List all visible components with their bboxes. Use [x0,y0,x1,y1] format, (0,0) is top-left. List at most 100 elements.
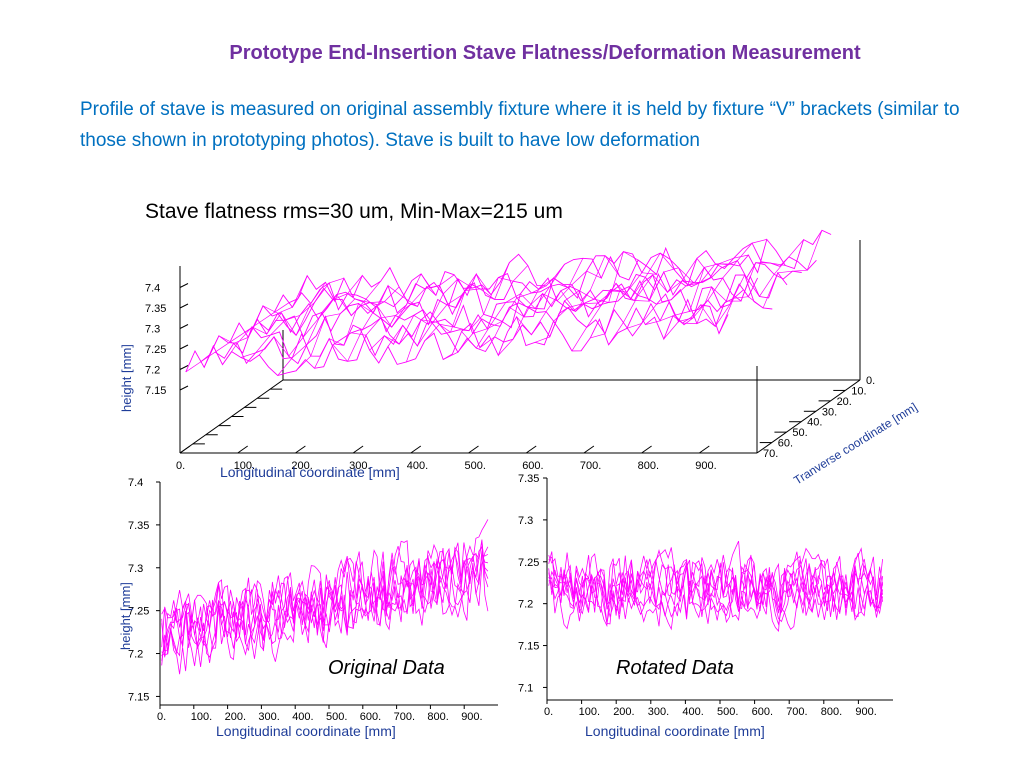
y-tick-label: 7.3 [518,515,533,527]
surface-z-tick [179,324,189,329]
surface-mesh-line [222,282,326,365]
surface-mesh-line [626,263,731,329]
surface-y-tick-label: 60. [778,438,793,450]
y-tick-label: 7.1 [518,682,533,694]
x-tick-label: 300. [258,711,279,723]
surface-x-tick-label: 400. [407,460,428,472]
rotated-data-caption: Rotated Data [614,657,736,680]
x-tick-label: 0. [157,711,166,723]
surface-mesh-line [443,285,547,360]
y-tick-label: 7.15 [128,691,149,703]
surface-x-tick-label: 0. [176,460,185,472]
x-tick-label: 400. [682,706,703,718]
data-trace [161,546,489,667]
y-tick-label: 7.35 [518,473,539,485]
data-trace [161,519,489,649]
surface-x-tick-label: 300. [349,460,370,472]
surface-zlabel: height [mm] [119,344,134,412]
y-tick-label: 7.2 [128,649,143,661]
data-trace [161,546,489,661]
surface-mesh-line [314,285,418,369]
y-axis-line [756,379,861,454]
surface-mesh-line [387,273,492,347]
surface-z-tick [179,283,189,288]
x-tick-label: 100. [191,711,212,723]
original-data-traces [161,519,489,675]
surface-mesh-line [203,275,308,368]
x-tick-label: 800. [427,711,448,723]
surface-y-tick-label: 70. [763,448,778,460]
surface-x-tick [410,445,422,454]
slide-body-text: Profile of stave is measured on original… [80,99,960,151]
y-tick-label: 7.35 [128,520,149,532]
surface-mesh-line [461,264,565,349]
x-tick-label: 500. [326,711,347,723]
original-data-axes: 7.15 7.2 7.25 7.3 7.35 7.4 0. 100. 200. 300. 400. 5… [128,477,498,723]
surface-x-tick [237,445,248,454]
x-tick-label: 200. [225,711,246,723]
x-tick-label: 700. [786,706,807,718]
surface-x-tick-label: 900. [695,460,716,472]
surface-trace [273,242,817,313]
surface-x-tick [352,445,364,454]
surface-mesh-line [516,254,620,336]
surface-traces [185,229,832,377]
x-tick-label: 0. [544,706,553,718]
data-trace [161,539,489,657]
surface-grid-ticks [179,283,860,454]
surface-x-tick [525,445,537,454]
surface-mesh-line [718,230,823,334]
surface-x-tick [699,445,710,454]
data-trace [161,541,489,657]
surface-mesh-line [498,270,602,356]
rotated-data-chart: 7.1 7.15 7.2 7.25 7.3 7.35 0. 100. 200. 300. 400. 5… [518,473,893,739]
surface-z-tick-label: 7.2 [145,365,160,377]
surface-mesh-line [240,277,345,358]
surface-x-tick-label: 600. [522,460,543,472]
surface-z-tick-label: 7.15 [145,385,166,397]
rotated-data-traces [548,540,883,632]
surface-x-tick [179,445,191,454]
data-trace [548,547,883,614]
surface-chart-title: Stave flatness rms=30 um, Min-Max=215 um [145,200,563,223]
surface-z-tick-label: 7.35 [145,303,166,315]
surface-x-tick-label: 500. [465,460,486,472]
surface-mesh-line [553,272,657,322]
surface-mesh-line [645,254,749,325]
x-tick-label: 800. [821,706,842,718]
x-tick-label: 600. [360,711,381,723]
surface-y-tick-label: 40. [807,417,822,429]
y-tick-label: 7.4 [128,477,143,489]
surface-z-tick [179,385,189,391]
surface-chart: Stave flatness rms=30 um, Min-Max=215 um… [119,200,920,488]
y-tick-label: 7.15 [518,641,539,653]
surface-trace [288,229,832,307]
x-tick-label: 500. [717,706,738,718]
slide-title: Prototype End-Insertion Stave Flatness/D… [229,42,861,64]
surface-trace [229,274,773,343]
surface-y-tick-label: 0. [866,375,875,387]
rotated-xlabel: Longitudinal coordinate [mm] [585,723,765,739]
surface-mesh-line [424,265,529,341]
surface-z-tick [179,365,189,370]
data-trace [548,564,883,632]
y-tick-label: 7.25 [128,606,149,618]
surface-y-tick-label: 10. [851,385,866,397]
surface-mesh-line [406,262,510,363]
surface-trace [214,277,759,365]
original-data-caption: Original Data [326,657,447,680]
x-tick-label: 200. [613,706,634,718]
x-tick-label: 700. [394,711,415,723]
surface-mesh-line [590,267,694,339]
surface-xlabel: Longitudinal coordinate [mm] [220,464,400,480]
x-tick-label: 900. [461,711,482,723]
surface-mesh-line [534,251,639,343]
data-trace [548,540,883,607]
original-ylabel: height [mm] [118,582,133,650]
surface-mesh-line [479,258,584,348]
original-xlabel: Longitudinal coordinate [mm] [216,723,396,739]
surface-mesh-line [295,286,400,372]
rotated-data-axes: 7.1 7.15 7.2 7.25 7.3 7.35 0. 100. 200. 300. 400. 5… [518,473,893,718]
surface-z-tick-label: 7.25 [145,344,166,356]
surface-y-tick-label: 50. [792,427,807,439]
